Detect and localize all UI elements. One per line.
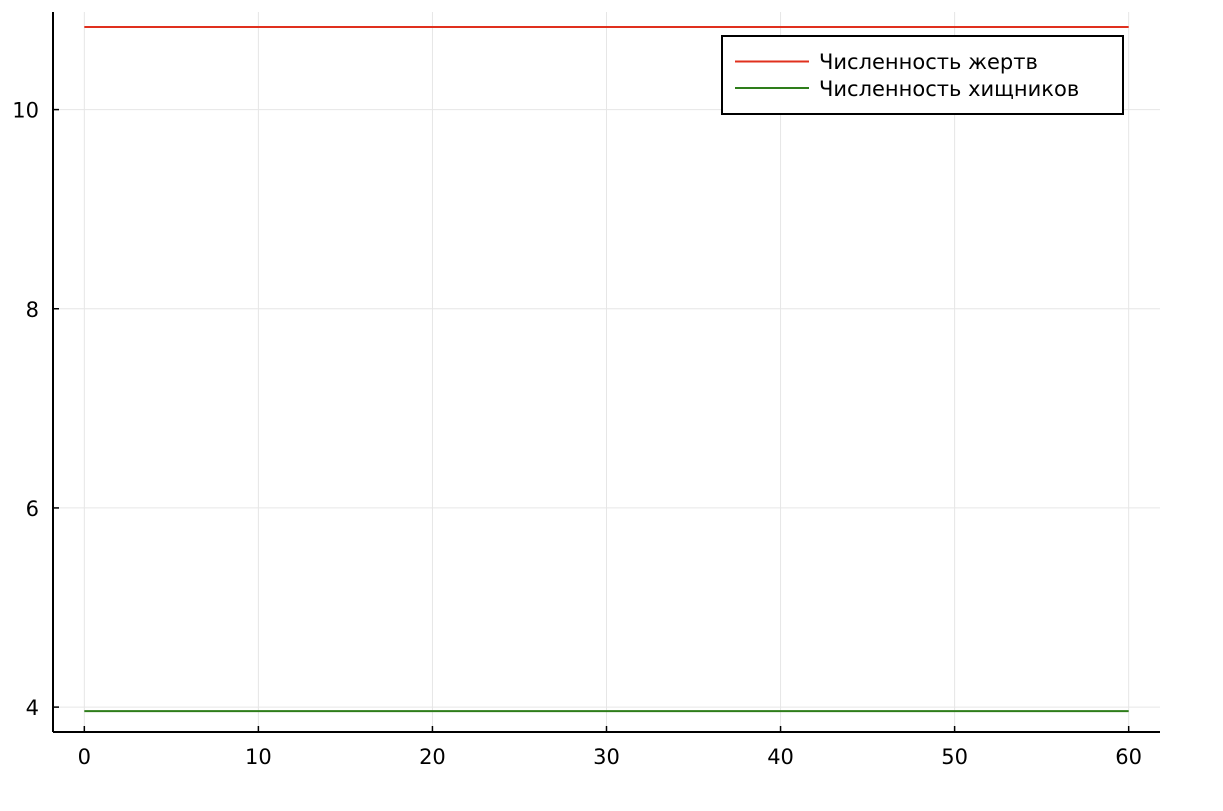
legend-label-prey: Численность жертв: [819, 50, 1038, 74]
x-tick-label: 60: [1115, 745, 1142, 769]
x-tick-label: 30: [593, 745, 620, 769]
legend-label-predator: Численность хищников: [819, 77, 1079, 101]
series-lines: [84, 25, 1129, 713]
x-tick-label: 0: [78, 745, 91, 769]
y-tick-label: 6: [26, 497, 39, 521]
tick-labels: 0 10 20 30 40 50 60 4 6 8 10: [12, 99, 1142, 769]
x-tick-label: 20: [419, 745, 446, 769]
y-tick-label: 10: [12, 99, 39, 123]
y-tick-label: 8: [26, 298, 39, 322]
axes: [52, 12, 1160, 733]
x-tick-label: 50: [941, 745, 968, 769]
legend: Численность жертв Численность хищников: [721, 35, 1124, 115]
legend-box: [721, 35, 1124, 115]
grid: [53, 12, 1160, 732]
y-tick-label: 4: [26, 696, 39, 720]
x-tick-label: 10: [245, 745, 272, 769]
x-tick-label: 40: [767, 745, 794, 769]
